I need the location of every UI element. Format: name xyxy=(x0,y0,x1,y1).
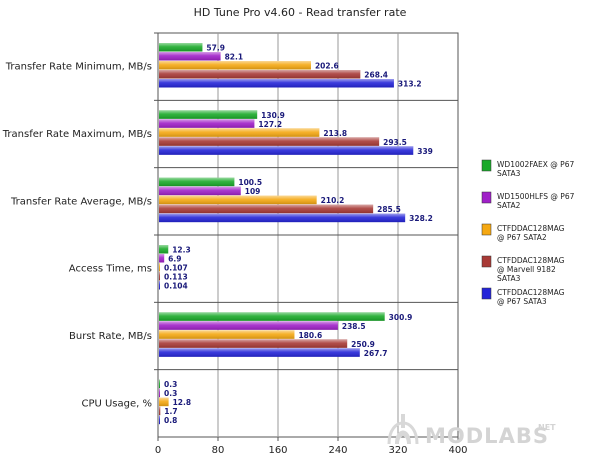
bar-value-label: 339 xyxy=(417,147,433,156)
bar-value-label: 57.9 xyxy=(206,44,225,53)
bar-highlight xyxy=(159,245,169,254)
bar-value-label: 100.5 xyxy=(238,178,262,187)
plot-area: 0 80 160 240 320 400 Transfer Rate Minimum, MB… xyxy=(2,32,468,456)
bar-value-label: 0.107 xyxy=(164,264,188,273)
bar-value-label: 267.7 xyxy=(364,349,388,358)
legend-label: WD1002FAEX @ P67 xyxy=(497,160,574,169)
x-tick-label: 80 xyxy=(212,445,225,456)
bar-value-label: 213.8 xyxy=(323,129,347,138)
bar-highlight xyxy=(159,339,348,348)
bar-highlight xyxy=(159,79,394,88)
bar-highlight xyxy=(159,281,160,290)
watermark-superscript: NET xyxy=(538,423,556,432)
bar-highlight xyxy=(159,415,160,425)
bar-value-label: 250.9 xyxy=(351,340,375,349)
legend-swatch xyxy=(481,191,492,204)
legend-swatch xyxy=(481,223,492,236)
legend-swatch xyxy=(481,159,492,172)
bar-highlight xyxy=(159,186,241,196)
x-tick-label: 0 xyxy=(155,445,161,456)
bar-value-label: 268.4 xyxy=(364,71,388,80)
bar-value-label: 210.2 xyxy=(321,196,345,205)
bar-highlight xyxy=(159,128,320,137)
watermark-logo-icon xyxy=(387,414,419,445)
bar-highlight xyxy=(159,379,160,389)
bar-highlight xyxy=(159,213,406,223)
bar-highlight xyxy=(159,177,235,187)
category-label: Transfer Rate Average, MB/s xyxy=(10,196,152,207)
legend-label: CTFDDAC128MAG xyxy=(497,256,565,265)
bar-value-label: 313.2 xyxy=(398,80,422,89)
chart-title: HD Tune Pro v4.60 - Read transfer rate xyxy=(194,6,407,19)
bar-value-label: 0.113 xyxy=(164,273,188,282)
bar-highlight xyxy=(159,330,295,339)
bar-value-label: 285.5 xyxy=(377,205,401,214)
x-tick-label: 320 xyxy=(388,445,407,456)
category-label: Access Time, ms xyxy=(69,264,152,275)
bar-highlight xyxy=(159,195,317,205)
bar-highlight xyxy=(159,312,385,321)
category-label: Transfer Rate Minimum, MB/s xyxy=(5,62,152,73)
bar-highlight xyxy=(159,406,161,416)
bar-highlight xyxy=(159,146,414,155)
legend-label: @ P67 SATA2 xyxy=(497,233,547,242)
watermark: MODLABS NET xyxy=(387,414,556,448)
legend-label: @ P67 SATA3 xyxy=(497,297,547,306)
legend-label: WD1500HLFS @ P67 xyxy=(497,192,575,201)
bar-highlight xyxy=(159,388,160,398)
bar-value-label: 130.9 xyxy=(261,111,285,120)
legend-label: CTFDDAC128MAG xyxy=(497,224,565,233)
category-label: Transfer Rate Maximum, MB/s xyxy=(2,129,152,140)
x-tick-label: 240 xyxy=(328,445,347,456)
bar-value-label: 180.6 xyxy=(298,331,322,340)
bar-value-label: 238.5 xyxy=(342,322,366,331)
bar-highlight xyxy=(159,137,380,146)
x-tick-label: 160 xyxy=(268,445,287,456)
bar-value-label: 1.7 xyxy=(164,407,177,416)
bar-value-label: 109 xyxy=(245,187,261,196)
legend-label: SATA3 xyxy=(497,274,521,283)
bar-highlight xyxy=(159,204,374,214)
bar-highlight xyxy=(159,348,360,357)
bar-value-label: 0.104 xyxy=(164,282,188,291)
category-label: Burst Rate, MB/s xyxy=(69,331,152,342)
legend-label: SATA3 xyxy=(497,169,521,178)
bar-value-label: 328.2 xyxy=(409,214,433,223)
bar-value-label: 300.9 xyxy=(389,313,413,322)
bar-value-label: 202.6 xyxy=(315,62,339,71)
bar-value-label: 0.3 xyxy=(164,389,177,398)
bar-highlight xyxy=(159,263,160,272)
bar-highlight xyxy=(159,321,338,330)
bar-highlight xyxy=(159,70,361,79)
bar-highlight xyxy=(159,254,165,263)
watermark-text: MODLABS xyxy=(425,424,549,448)
legend-label: SATA2 xyxy=(497,201,521,210)
bar-value-label: 0.8 xyxy=(164,416,177,425)
bar-highlight xyxy=(159,52,221,61)
bar-highlight xyxy=(159,110,258,119)
legend-label: CTFDDAC128MAG xyxy=(497,288,565,297)
bar-value-label: 12.3 xyxy=(172,246,191,255)
bar-highlight xyxy=(159,43,203,52)
bar-value-label: 6.9 xyxy=(168,255,181,264)
bar-value-label: 82.1 xyxy=(225,53,244,62)
x-tick-label: 400 xyxy=(448,445,467,456)
legend-swatch xyxy=(481,255,492,268)
bar-highlight xyxy=(159,119,255,128)
bar-value-label: 293.5 xyxy=(383,138,407,147)
legend-swatch xyxy=(481,287,492,300)
bar-value-label: 12.8 xyxy=(173,398,192,407)
bar-value-label: 127.2 xyxy=(258,120,282,129)
legend-label: @ Marvell 9182 xyxy=(497,265,556,274)
category-label: CPU Usage, % xyxy=(81,398,152,409)
bar-highlight xyxy=(159,397,169,407)
bar-highlight xyxy=(159,272,160,281)
bar-highlight xyxy=(159,61,311,70)
bar-value-label: 0.3 xyxy=(164,380,177,389)
